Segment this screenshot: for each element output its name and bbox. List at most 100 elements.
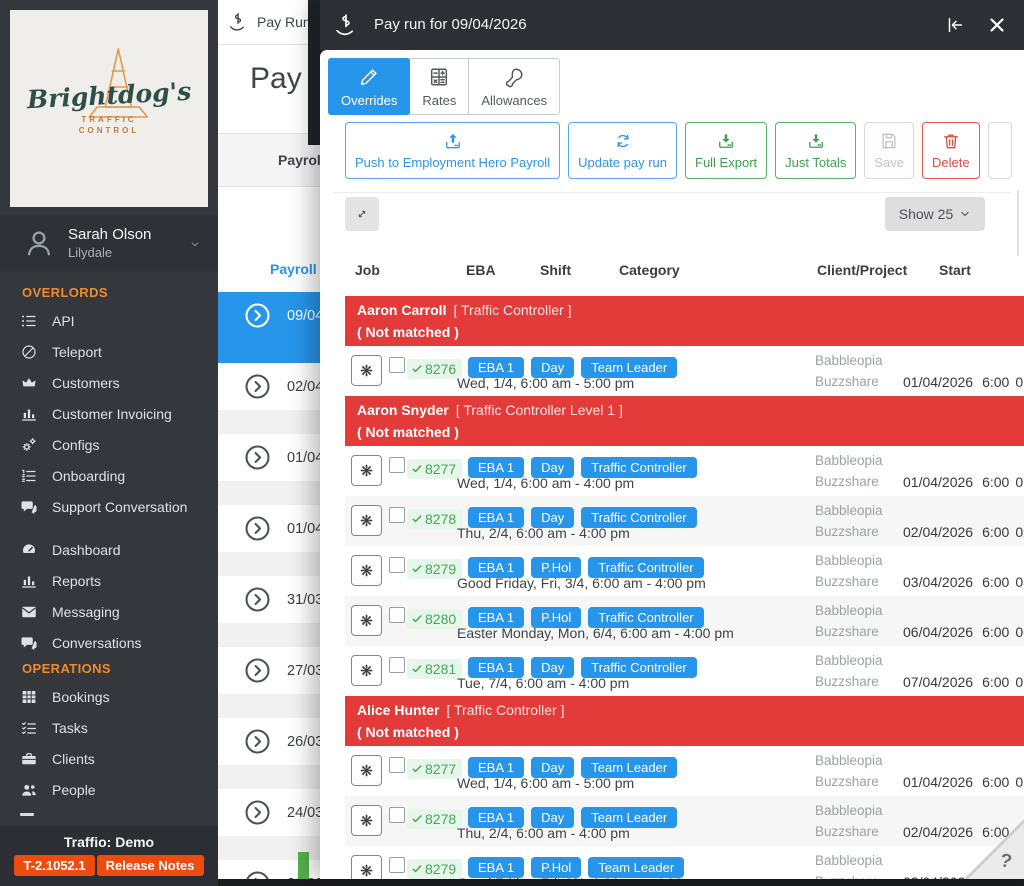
action-button-label: Push to Employment Hero Payroll (355, 155, 551, 170)
sidebar-item-label: Teleport (52, 343, 102, 360)
category-badge: Team Leader (588, 857, 685, 878)
version-badge[interactable]: T-2.1052.1 (14, 855, 95, 876)
employee-name: Alice Hunter (357, 702, 440, 718)
sidebar-item-people[interactable]: People (0, 774, 218, 805)
payrun-row[interactable]: 24/03/2026 (218, 789, 320, 860)
chevron-right-circle-icon (242, 442, 273, 473)
crown-icon (20, 374, 38, 392)
client-line-1: Babbleopia (815, 853, 883, 868)
job-row: 8280 EBA 1 P.Hol Traffic Controller Easter M… (345, 596, 1024, 646)
payrun-row-gap (218, 481, 320, 505)
job-number: 8277 (407, 459, 463, 479)
employee-role: [ Traffic Controller ] (446, 702, 565, 718)
sidebar-item-support-conversation[interactable]: Support Conversation (0, 491, 218, 522)
payroll-panel-header: Payroll (218, 133, 320, 187)
traffic-cone-icon (87, 43, 149, 135)
job-client: Babbleopia Buzzshare (815, 750, 883, 792)
category-badge: Traffic Controller (588, 557, 704, 578)
job-settings-button[interactable] (351, 505, 382, 536)
payrun-row[interactable]: 26/03/2026 (218, 718, 320, 789)
sidebar-item-teleport[interactable]: Teleport (0, 336, 218, 367)
modal-backdrop (308, 0, 320, 145)
tab-allowances[interactable]: Allowances (468, 58, 561, 115)
sidebar-item-tasks[interactable]: Tasks (0, 712, 218, 743)
sidebar-item-conversations[interactable]: Conversations (0, 627, 218, 658)
sidebar-item-label: API (52, 312, 75, 329)
download-icon (716, 131, 736, 151)
sidebar-item-label: Onboarding (52, 467, 126, 484)
job-settings-button[interactable] (351, 555, 382, 586)
client-line-1: Babbleopia (815, 553, 883, 568)
sidebar-item-bookings[interactable]: Bookings (0, 681, 218, 712)
tab-overrides[interactable]: Overrides (328, 58, 411, 115)
just-totals-button[interactable]: Just Totals (775, 122, 857, 179)
job-checkbox[interactable] (389, 557, 405, 573)
job-checkbox[interactable] (389, 357, 405, 373)
app-version-label: Traffio: Demo (63, 834, 155, 850)
shift-badge: Day (531, 357, 575, 378)
bar-chart-icon (20, 572, 38, 590)
save-button[interactable]: Save (864, 122, 914, 179)
column-header-client-project: Client/Project (817, 262, 908, 278)
page-size-select[interactable]: Show 25 (885, 197, 985, 231)
chevron-down-icon[interactable] (188, 237, 202, 251)
tab-label: Allowances (481, 92, 548, 108)
job-checkbox[interactable] (389, 657, 405, 673)
payrun-row-main: 26/03/2026 (218, 718, 320, 765)
payrun-row[interactable]: 09/04/2026 (218, 292, 320, 363)
sidebar-item-clients[interactable]: Clients (0, 743, 218, 774)
client-line-2: Buzzshare (815, 574, 879, 589)
job-checkbox[interactable] (389, 607, 405, 623)
job-checkbox[interactable] (389, 857, 405, 873)
category-badge: Team Leader (581, 757, 678, 778)
partial-green-element (298, 852, 309, 879)
check-icon (411, 613, 423, 625)
collapse-left-icon[interactable] (944, 14, 966, 36)
update-pay-run-button[interactable]: Update pay run (568, 122, 677, 179)
eba-badge: EBA 1 (468, 857, 525, 878)
job-badges: EBA 1 Day Team Leader (468, 757, 678, 778)
job-settings-button[interactable] (351, 605, 382, 636)
job-settings-button[interactable] (351, 655, 382, 686)
chevron-right-circle-icon (242, 513, 273, 544)
logo-tagline: TRAFFIC CONTROL (27, 114, 191, 136)
job-checkbox[interactable] (389, 757, 405, 773)
client-line-1: Babbleopia (815, 603, 883, 618)
close-icon[interactable] (986, 14, 1008, 36)
job-settings-button[interactable] (351, 805, 382, 836)
job-checkbox[interactable] (389, 807, 405, 823)
start-time: 6:00 (982, 674, 1010, 690)
job-checkbox[interactable] (389, 457, 405, 473)
payrun-row[interactable]: 01/04/2026 (218, 434, 320, 505)
payrun-row[interactable]: 02/04/2026 (218, 363, 320, 434)
footer-badges: T-2.1052.1 Release Notes (0, 855, 218, 876)
payrun-row[interactable]: 27/03/2026 (218, 647, 320, 718)
user-menu[interactable]: Sarah Olson Lilydale (0, 215, 218, 271)
sidebar-item-dashboard[interactable]: Dashboard (0, 534, 218, 565)
sidebar-item-customer-invoicing[interactable]: Customer Invoicing (0, 398, 218, 429)
payrun-row[interactable]: 01/04/2026 (218, 505, 320, 576)
sidebar-item-messaging[interactable]: Messaging (0, 596, 218, 627)
job-settings-button[interactable] (351, 755, 382, 786)
payrun-row[interactable]: 31/03/2026 (218, 576, 320, 647)
job-settings-button[interactable] (351, 455, 382, 486)
payruns-tab[interactable]: Pay Runs (218, 0, 320, 45)
job-badges: EBA 1 P.Hol Team Leader (468, 857, 685, 878)
sidebar-item-reports[interactable]: Reports (0, 565, 218, 596)
expand-button[interactable] (345, 197, 379, 231)
job-checkbox[interactable] (389, 507, 405, 523)
sidebar-item-onboarding[interactable]: Onboarding (0, 460, 218, 491)
push-to-employment-hero-payroll-button[interactable]: Push to Employment Hero Payroll (345, 122, 561, 179)
payroll-column-header[interactable]: Payroll (270, 261, 317, 277)
sidebar-item-api[interactable]: API (0, 305, 218, 336)
job-settings-button[interactable] (351, 355, 382, 386)
scrollbar[interactable] (1017, 190, 1019, 256)
tab-rates[interactable]: Rates (409, 58, 470, 115)
full-export-button[interactable]: Full Export (685, 122, 768, 179)
sidebar-item-configs[interactable]: Configs (0, 429, 218, 460)
sidebar-item-customers[interactable]: Customers (0, 367, 218, 398)
release-notes-badge[interactable]: Release Notes (96, 855, 204, 876)
job-settings-button[interactable] (351, 855, 382, 879)
shift-badge: Day (531, 657, 575, 678)
delete-button[interactable]: Delete (921, 122, 980, 179)
